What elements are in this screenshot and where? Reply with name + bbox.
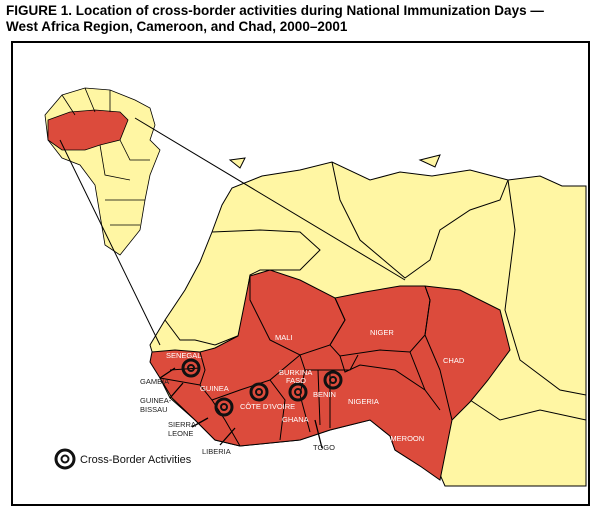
label-chad: CHAD — [443, 356, 465, 365]
target-icon — [181, 358, 201, 378]
target-icon — [214, 397, 234, 417]
target-icon — [249, 382, 269, 402]
label-guinea-bissau-2: BISSAU — [140, 405, 168, 414]
label-cote-divoire: CÔTE D'IVOIRE — [240, 402, 295, 411]
target-icon — [323, 370, 343, 390]
label-cameroon: CAMEROON — [380, 434, 424, 443]
label-ghana: GHANA — [282, 415, 309, 424]
label-niger: NIGER — [370, 328, 394, 337]
label-sierra-leone-1: SIERRA — [168, 420, 196, 429]
legend: Cross-Border Activities — [54, 448, 192, 470]
title-line-1: FIGURE 1. Location of cross-border activ… — [6, 3, 544, 18]
legend-label: Cross-Border Activities — [80, 454, 192, 466]
label-liberia: LIBERIA — [202, 447, 231, 456]
zoom-lines — [59, 117, 406, 346]
label-nigeria: NIGERIA — [348, 397, 379, 406]
label-burkina: BURKINA — [279, 368, 312, 377]
label-gambia: GAMBIA — [140, 377, 169, 386]
country-labels: MALI NIGER CHAD SENEGAL GUINEA BURKINA F… — [166, 328, 465, 443]
callout-leaders — [159, 367, 323, 449]
target-icon — [54, 448, 76, 470]
label-sierra-leone-2: LEONE — [168, 429, 193, 438]
label-guinea-bissau-1: GUINEA- — [140, 396, 172, 405]
label-faso: FASO — [286, 376, 306, 385]
target-icon — [288, 382, 308, 402]
label-guinea: GUINEA — [200, 384, 229, 393]
label-benin: BENIN — [313, 390, 336, 399]
figure-title: FIGURE 1. Location of cross-border activ… — [6, 3, 596, 35]
callout-labels: GAMBIA GUINEA- BISSAU SIERRA LEONE LIBER… — [140, 377, 335, 456]
inset-africa — [44, 87, 161, 256]
title-line-2: West Africa Region, Cameroon, and Chad, … — [6, 19, 348, 34]
label-senegal: SENEGAL — [166, 351, 201, 360]
label-mali: MALI — [275, 333, 293, 342]
cross-border-activity-markers — [181, 358, 343, 417]
label-togo: TOGO — [313, 443, 335, 452]
